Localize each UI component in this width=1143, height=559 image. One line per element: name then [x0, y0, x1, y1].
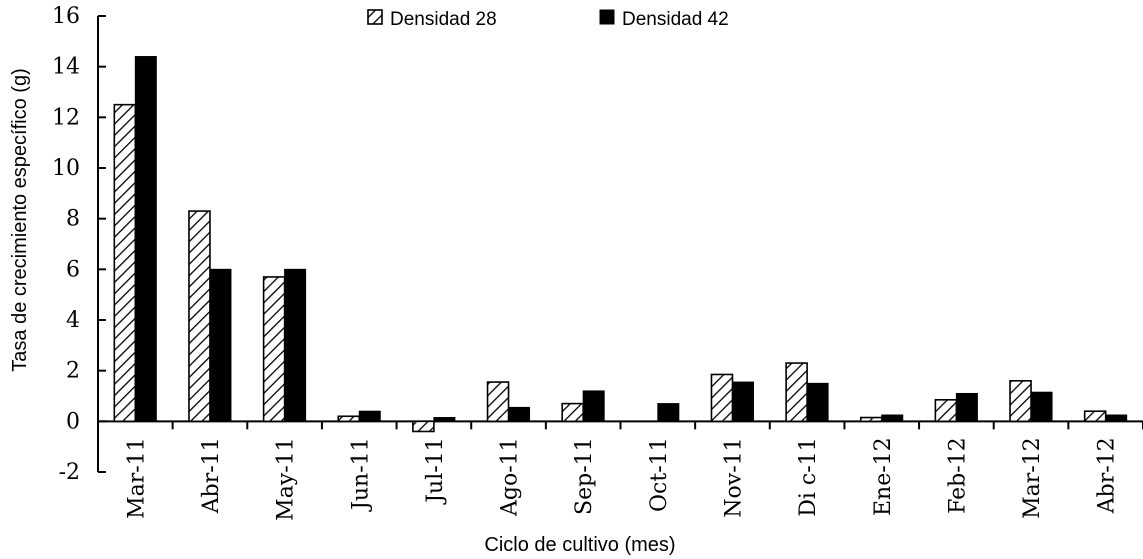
bar-densidad-42 — [1105, 414, 1128, 422]
bar-densidad-28 — [113, 103, 137, 423]
x-tick-label: Nov-11 — [721, 437, 746, 517]
bar-densidad-42 — [582, 390, 605, 422]
bar-densidad-42 — [209, 268, 232, 422]
x-tick-label: Mar-12 — [1020, 437, 1045, 519]
x-tick-label: Sep-11 — [572, 437, 597, 515]
bar-densidad-42 — [134, 56, 157, 422]
bar-densidad-28 — [337, 415, 361, 423]
y-tick-label: 2 — [66, 359, 80, 384]
legend-swatch-series-1 — [367, 9, 383, 25]
bar-densidad-42 — [955, 392, 978, 422]
bar-densidad-42 — [284, 268, 307, 422]
y-tick-label: 8 — [66, 207, 80, 232]
bar-densidad-28 — [1009, 379, 1032, 423]
bar-densidad-42 — [806, 382, 829, 422]
legend-swatch-series-2 — [599, 9, 615, 25]
x-tick-label: Ago-11 — [498, 437, 523, 517]
bar-densidad-42 — [508, 406, 531, 422]
bar-densidad-28 — [785, 362, 808, 423]
x-tick-label: Abr-12 — [1095, 437, 1120, 514]
y-tick-label: 16 — [52, 4, 80, 29]
y-axis-title: Tasa de crecimiento específico (g) — [9, 68, 31, 371]
x-axis-title: Ciclo de cultivo (mes) — [484, 534, 675, 556]
x-tick-label: Abr-11 — [199, 437, 224, 514]
bar-densidad-28 — [262, 276, 286, 423]
x-tick-label: Ene-12 — [871, 437, 896, 516]
bar-densidad-28 — [1083, 410, 1107, 423]
y-tick-label: -2 — [59, 460, 80, 485]
y-tick-label: 0 — [66, 409, 80, 434]
y-tick-label: 12 — [52, 105, 80, 130]
x-tick-label: Jul-11 — [423, 437, 448, 504]
legend-label-series-2: Densidad 42 — [622, 9, 729, 30]
y-tick-label: 4 — [66, 308, 80, 333]
y-tick-label: 14 — [52, 55, 80, 80]
bar-densidad-28 — [934, 398, 958, 423]
bar-densidad-42 — [657, 403, 680, 422]
bar-densidad-28 — [710, 373, 734, 423]
bar-densidad-42 — [433, 417, 456, 422]
y-tick-label: 6 — [66, 257, 80, 282]
plot-area: -2 0 2 4 6 8 10 12 14 16 Mar-11 Abr-11 May-11 Jun-11 J… — [52, 4, 1143, 521]
x-tick-label: Mar-11 — [124, 437, 149, 519]
x-tick-label: Di c-11 — [796, 437, 821, 516]
bar-densidad-28 — [188, 210, 211, 423]
legend: Densidad 28 Densidad 42 — [367, 9, 729, 30]
bar-densidad-28 — [859, 416, 883, 423]
bar-densidad-42 — [1030, 391, 1053, 422]
bar-densidad-42 — [731, 381, 754, 422]
y-tick-label: 10 — [52, 156, 80, 181]
x-tick-label: Oct-11 — [647, 437, 672, 512]
bar-densidad-28 — [561, 402, 584, 423]
x-tick-label: Jun-11 — [348, 437, 373, 512]
x-tick-label: May-11 — [274, 437, 299, 521]
legend-label-series-1: Densidad 28 — [390, 9, 497, 30]
x-tick-label: Feb-12 — [945, 437, 970, 514]
bar-densidad-42 — [358, 410, 381, 422]
bar-densidad-28 — [412, 420, 435, 433]
bar-densidad-42 — [881, 414, 904, 422]
bar-densidad-28 — [486, 381, 510, 423]
